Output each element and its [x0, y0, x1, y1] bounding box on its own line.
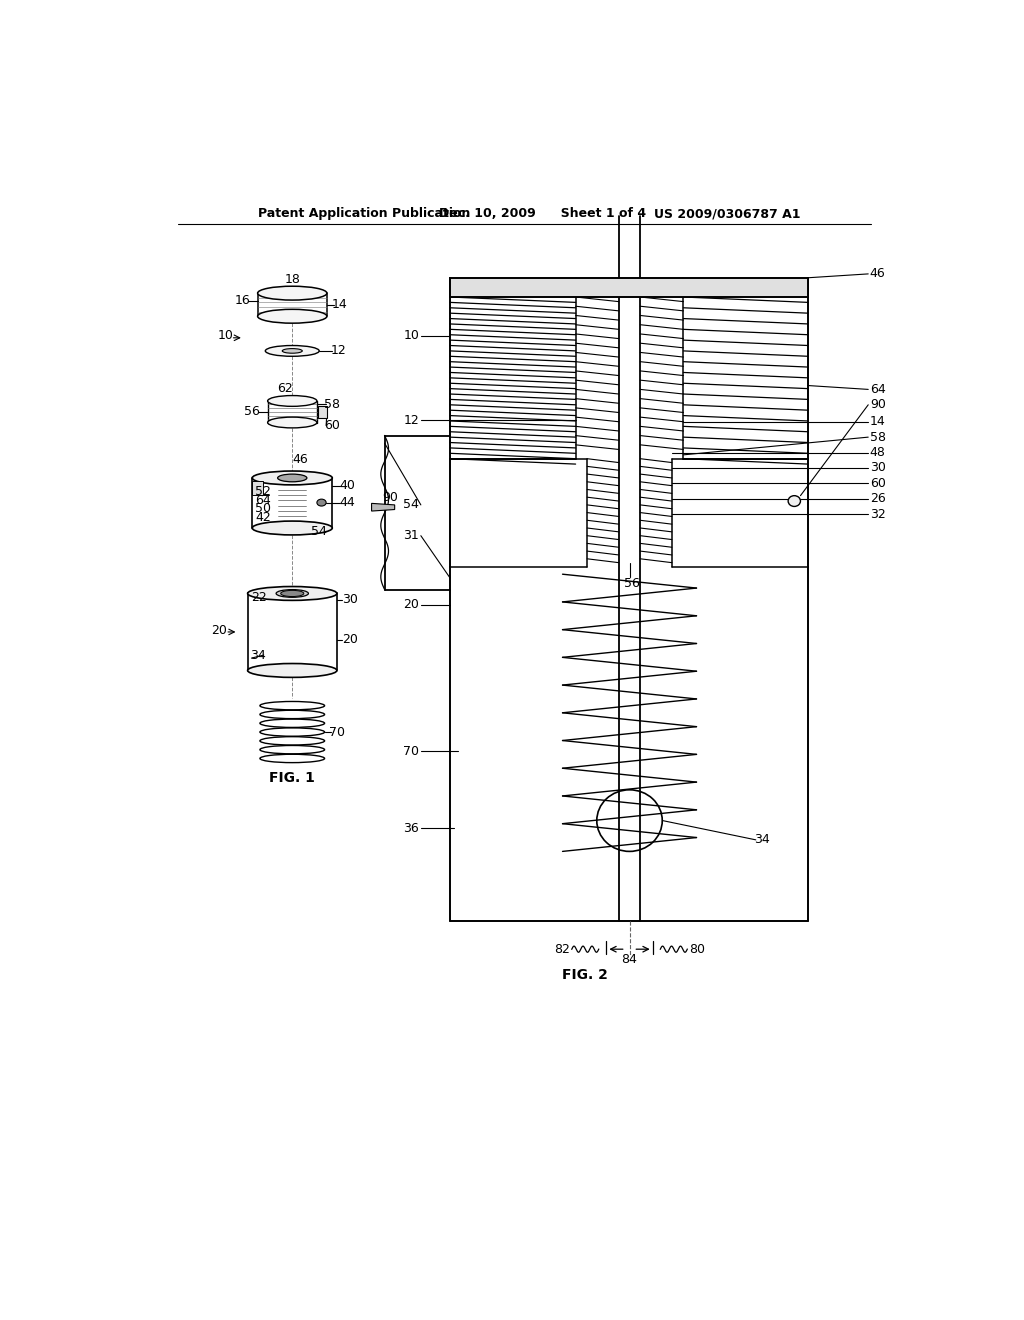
Text: 34: 34 [754, 833, 770, 846]
Text: 80: 80 [689, 942, 706, 956]
Text: 46: 46 [292, 453, 308, 466]
Text: 48: 48 [869, 446, 886, 459]
Text: 56: 56 [624, 577, 640, 590]
Text: 20: 20 [211, 624, 227, 638]
Polygon shape [372, 503, 394, 511]
Text: 10: 10 [217, 329, 233, 342]
Bar [451, 277, 808, 297]
Ellipse shape [258, 309, 327, 323]
Text: 12: 12 [403, 413, 419, 426]
Text: 52: 52 [255, 486, 271, 499]
Ellipse shape [258, 286, 327, 300]
Text: 64: 64 [869, 383, 886, 396]
Ellipse shape [252, 521, 333, 535]
Text: Patent Application Publication: Patent Application Publication [258, 207, 470, 220]
Text: 34: 34 [250, 648, 265, 661]
Text: 30: 30 [869, 462, 886, 474]
Text: 54: 54 [311, 525, 327, 539]
Text: 90: 90 [382, 491, 398, 504]
Text: 14: 14 [332, 298, 348, 312]
Text: 54: 54 [403, 499, 419, 511]
Text: 84: 84 [622, 953, 638, 966]
Ellipse shape [267, 417, 316, 428]
Ellipse shape [248, 586, 337, 601]
Ellipse shape [281, 590, 304, 597]
Text: 42: 42 [255, 511, 271, 524]
Text: 40: 40 [340, 479, 355, 492]
Ellipse shape [788, 496, 801, 507]
Text: Dec. 10, 2009  Sheet 1 of 4: Dec. 10, 2009 Sheet 1 of 4 [438, 207, 646, 220]
Text: 18: 18 [285, 273, 300, 286]
Text: 12: 12 [331, 345, 346, 358]
Ellipse shape [278, 474, 307, 482]
Ellipse shape [265, 346, 319, 356]
Text: 20: 20 [342, 634, 358, 647]
Text: 26: 26 [869, 492, 886, 506]
Text: 58: 58 [325, 397, 340, 411]
Text: 70: 70 [329, 726, 345, 739]
Text: 36: 36 [403, 822, 419, 834]
Text: 46: 46 [869, 268, 886, 280]
Text: 16: 16 [234, 294, 250, 308]
Ellipse shape [267, 396, 316, 407]
Bar [317, 405, 327, 418]
Text: 22: 22 [251, 591, 267, 603]
Text: 62: 62 [276, 381, 293, 395]
Ellipse shape [283, 348, 302, 354]
Text: 32: 32 [869, 508, 886, 520]
Text: 14: 14 [869, 416, 886, 428]
Ellipse shape [248, 664, 337, 677]
Text: FIG. 1: FIG. 1 [269, 771, 315, 785]
Text: 82: 82 [555, 942, 570, 956]
Text: US 2009/0306787 A1: US 2009/0306787 A1 [654, 207, 801, 220]
Text: 90: 90 [869, 399, 886, 412]
Ellipse shape [316, 499, 326, 506]
Text: 70: 70 [403, 744, 419, 758]
Text: FIG. 2: FIG. 2 [562, 968, 608, 982]
Bar [252, 480, 263, 495]
Text: 58: 58 [869, 430, 886, 444]
Text: 60: 60 [325, 418, 340, 432]
Ellipse shape [252, 471, 333, 484]
Text: 56: 56 [245, 405, 260, 418]
Text: 20: 20 [403, 598, 419, 611]
Text: 44: 44 [340, 496, 355, 510]
Text: 64: 64 [255, 494, 271, 507]
Text: 30: 30 [342, 593, 358, 606]
Text: 60: 60 [869, 477, 886, 490]
Text: 31: 31 [403, 529, 419, 543]
Text: 50: 50 [255, 502, 271, 515]
Text: 10: 10 [403, 329, 419, 342]
Ellipse shape [276, 590, 308, 597]
